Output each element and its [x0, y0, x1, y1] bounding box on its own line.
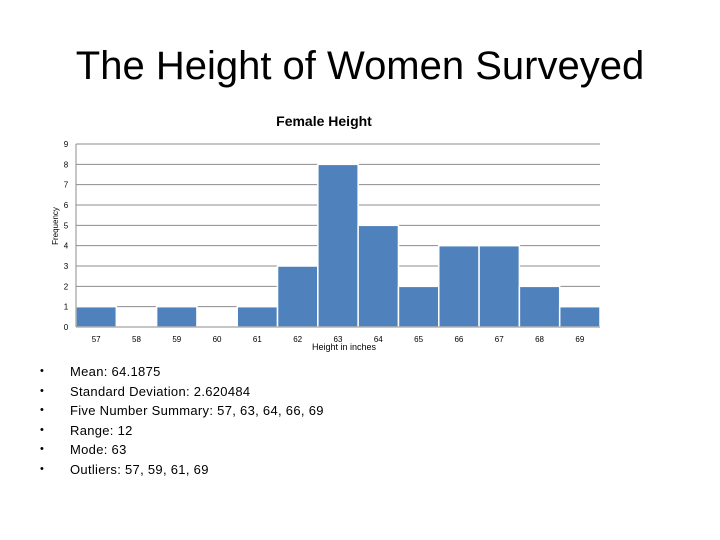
x-tick-label: 58 — [132, 335, 141, 344]
x-tick-label: 57 — [92, 335, 101, 344]
y-tick-label: 0 — [64, 323, 69, 332]
bullet-marker: • — [40, 462, 45, 475]
stat-standard-deviation: • Standard Deviation: 2.620484 — [40, 382, 324, 402]
stat-text: Mode: 63 — [70, 442, 127, 458]
stat-range: • Range: 12 — [40, 421, 324, 441]
x-axis-label: Height in inches — [312, 342, 377, 352]
y-tick-label: 8 — [64, 160, 69, 169]
x-tick-label: 66 — [454, 335, 463, 344]
x-tick-label: 59 — [172, 335, 181, 344]
bar-63 — [317, 163, 359, 328]
y-tick-label: 1 — [64, 303, 69, 312]
bar-61 — [236, 305, 279, 328]
bar-66 — [438, 244, 480, 328]
stat-five-number-summary: • Five Number Summary: 57, 63, 64, 66, 69 — [40, 401, 324, 421]
bar-69 — [558, 305, 601, 328]
bullet-marker: • — [40, 365, 45, 377]
y-tick-label: 2 — [64, 282, 69, 291]
y-axis-label: Frequency — [51, 207, 60, 245]
x-tick-label: 61 — [253, 335, 262, 344]
stat-outliers: • Outliers: 57, 59, 61, 69 — [40, 460, 324, 480]
y-tick-label: 3 — [64, 262, 69, 271]
slide-title: The Height of Women Surveyed — [75, 44, 645, 88]
bar-59 — [155, 305, 198, 328]
x-tick-label: 63 — [334, 335, 343, 344]
x-tick-label: 62 — [293, 335, 302, 344]
bar-57 — [75, 305, 118, 328]
x-tick-label: 65 — [414, 335, 423, 344]
statistics-list: • Mean: 64.1875 • Standard Deviation: 2.62… — [40, 362, 324, 480]
stat-text: Outliers: 57, 59, 61, 69 — [70, 461, 209, 477]
y-tick-label: 6 — [64, 201, 69, 210]
x-tick-label: 69 — [575, 335, 584, 344]
bar-62 — [276, 265, 319, 328]
x-tick-label: 60 — [213, 335, 222, 344]
stat-mode: • Mode: 63 — [40, 440, 324, 460]
y-tick-label: 9 — [64, 140, 69, 149]
y-tick-label: 7 — [64, 181, 69, 190]
bar-65 — [397, 285, 440, 328]
bar-68 — [518, 285, 561, 328]
stat-mean: • Mean: 64.1875 — [40, 362, 324, 382]
y-tick-label: 4 — [64, 242, 69, 251]
bar-64 — [357, 224, 400, 328]
stat-text: Five Number Summary: 57, 63, 64, 66, 69 — [70, 403, 324, 419]
x-tick-label: 67 — [495, 335, 504, 344]
x-tick-label: 64 — [374, 335, 383, 344]
bar-67 — [478, 244, 521, 328]
stat-text: Range: 12 — [70, 422, 133, 438]
bullet-marker: • — [40, 404, 45, 417]
histogram-chart: Female Height Frequency Height in inches… — [51, 113, 601, 352]
stat-text: Standard Deviation: 2.620484 — [70, 383, 251, 399]
y-tick-label: 5 — [64, 221, 69, 230]
bullet-marker: • — [40, 443, 45, 456]
bullet-marker: • — [40, 423, 45, 436]
chart-title: Female Height — [276, 113, 372, 129]
x-tick-label: 68 — [535, 335, 544, 344]
bullet-marker: • — [40, 384, 45, 397]
stat-text: Mean: 64.1875 — [70, 364, 161, 379]
